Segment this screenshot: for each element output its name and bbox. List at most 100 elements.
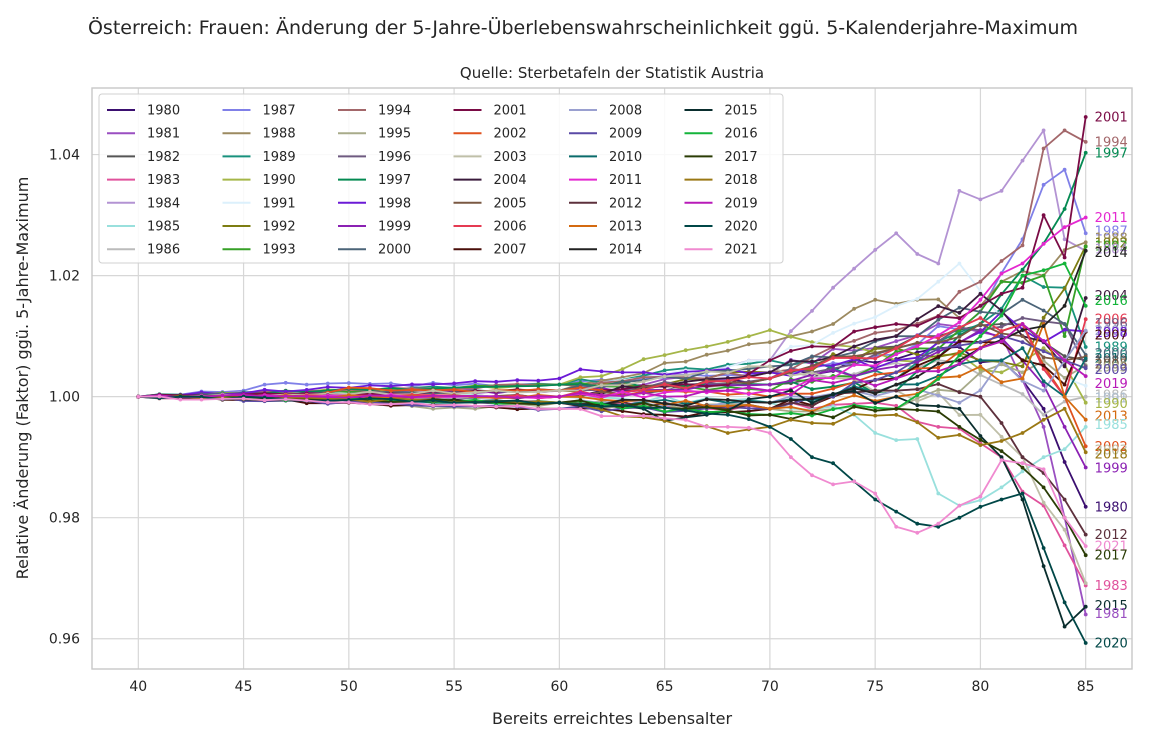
data-point [1041,417,1046,422]
legend-label: 2000 [378,243,411,258]
data-point [431,393,435,398]
legend-item-2011: 2011 [569,173,642,188]
data-point [1083,417,1088,422]
data-point [978,289,983,293]
end-label: 1993 [1095,239,1128,254]
chart-title: Österreich: Frauen: Änderung der 5-Jahre… [88,16,1078,39]
data-point [1083,244,1088,249]
series-group [136,115,1088,645]
data-point [662,401,667,406]
data-point [620,390,625,394]
data-point [746,385,751,390]
data-point [1020,465,1025,470]
legend-item-2007: 2007 [453,243,527,258]
data-point [410,382,414,387]
legend-item-2019: 2019 [684,196,758,211]
data-point [1062,225,1067,230]
legend-label: 2004 [494,173,527,188]
x-tick-label: 45 [235,679,253,695]
data-point [515,378,520,382]
series-line [138,365,1087,584]
data-point [346,385,351,390]
legend-label: 2007 [494,243,527,258]
data-point [852,380,856,385]
data-point [999,271,1004,276]
end-label: 1991 [1095,391,1128,406]
data-point [852,389,856,393]
data-point [1062,376,1067,380]
data-point [1083,641,1088,645]
data-point [915,374,920,379]
data-point [1041,500,1046,505]
legend-item-2021: 2021 [684,243,758,258]
data-point [452,387,456,392]
data-point [1062,207,1067,211]
data-point [1041,425,1046,429]
data-point [768,328,772,332]
data-point [831,285,835,290]
data-point [683,418,688,422]
series-line [138,395,1087,547]
data-point [831,415,835,420]
end-label: 1982 [1095,354,1128,369]
data-point [768,370,772,375]
data-point [641,406,646,411]
data-point [957,358,962,363]
legend-label: 2020 [725,220,758,235]
data-point [873,297,878,302]
data-point [1020,322,1025,326]
data-point [915,396,920,401]
data-point [641,390,646,395]
data-point [346,381,351,385]
series-line [138,395,1087,556]
data-point [957,406,962,411]
data-point [557,376,562,381]
data-point [936,355,941,359]
legend-label: 2012 [609,196,642,211]
data-point [852,329,856,334]
data-point [725,431,730,435]
data-point [199,397,204,402]
data-point [936,524,941,529]
data-point [915,408,920,412]
data-point [325,385,330,389]
chart-subtitle: Quelle: Sterbetafeln der Statistik Austr… [460,64,764,82]
data-point [894,394,899,399]
legend-label: 1991 [263,196,296,211]
data-point [368,383,372,388]
x-tick-label: 75 [866,679,884,695]
data-point [725,379,730,383]
data-point [368,393,372,398]
data-point [831,356,835,360]
data-point [789,405,793,409]
data-point [431,406,435,411]
data-point [1062,322,1067,326]
data-point [662,353,667,357]
series-line [138,395,1087,586]
data-point [662,409,667,414]
data-point [1062,515,1067,520]
legend-item-1997: 1997 [338,173,411,188]
end-label: 2017 [1095,549,1128,564]
data-point [1020,346,1025,351]
data-point [789,359,793,363]
data-point [873,408,878,413]
data-point [599,393,604,398]
legend-label: 1990 [263,173,296,188]
data-point [262,382,267,387]
data-point [957,433,962,437]
data-point [873,356,878,361]
data-point [768,388,772,393]
end-label: 1983 [1095,579,1128,594]
data-point [725,376,730,380]
end-label: 1988 [1095,232,1128,247]
data-point [873,388,878,393]
data-point [978,412,983,417]
data-point [746,381,751,385]
end-label: 1999 [1095,462,1128,477]
data-point [494,379,499,384]
data-point [746,425,751,430]
legend-label: 2005 [494,196,527,211]
data-point [1020,158,1025,163]
data-point [978,504,983,509]
